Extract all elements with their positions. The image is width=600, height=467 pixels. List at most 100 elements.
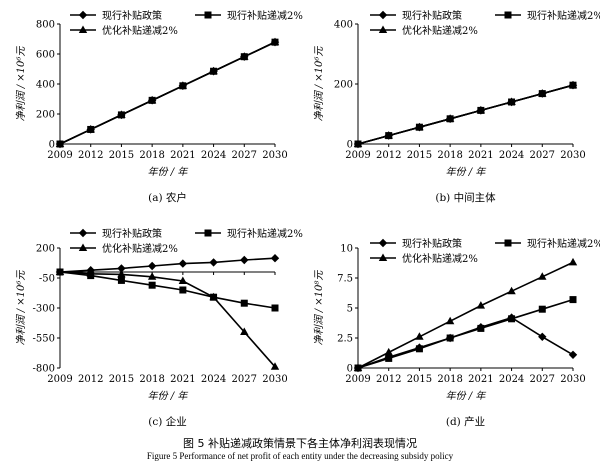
- data-point-triangle: [209, 292, 218, 301]
- data-point-triangle: [209, 66, 218, 75]
- data-point-triangle: [384, 131, 393, 139]
- series-line: [357, 261, 574, 369]
- x-tick-label: 2027: [232, 150, 257, 161]
- legend-marker-diamond: [378, 10, 388, 20]
- data-point-triangle: [55, 139, 65, 147]
- data-point-triangle: [117, 269, 126, 278]
- legend-item: 现行补贴递减2%: [195, 9, 303, 22]
- legend-marker-square: [204, 229, 212, 237]
- y-tick-label: 10: [340, 244, 353, 255]
- x-tick-label: 2015: [109, 374, 134, 385]
- legend: 现行补贴政策 现行补贴递减2% 优化补贴递减2%: [370, 9, 600, 37]
- data-point-diamond: [240, 255, 249, 265]
- chart-panel-1: 0 200 400 600 800 2009 2012 2015 2018 2021 2024 202…: [15, 9, 303, 204]
- x-tick-label: 2009: [47, 150, 72, 161]
- y-axis-title: 净利润 / ×10⁶元: [15, 270, 27, 346]
- series-line: [357, 298, 574, 369]
- data-point-triangle: [270, 37, 280, 46]
- data-point-triangle: [147, 272, 157, 280]
- data-point-square: [446, 334, 454, 342]
- legend-label: 现行补贴递减2%: [527, 9, 600, 22]
- y-tick-label: 200: [36, 110, 55, 121]
- panel-label: (b) 中间主体: [435, 191, 496, 204]
- legend-item: 现行补贴政策: [70, 227, 162, 240]
- x-tick-label: 2015: [407, 374, 432, 385]
- y-axis-title: 净利润 / ×10⁶元: [15, 46, 27, 122]
- x-tick-label: 2009: [47, 374, 72, 385]
- y-tick-label: 400: [334, 20, 353, 31]
- legend: 现行补贴政策 现行补贴递减2% 优化补贴递减2%: [70, 227, 303, 255]
- data-point-triangle: [353, 139, 363, 147]
- y-tick-label: 7.5: [337, 274, 353, 285]
- data-point-square: [477, 324, 485, 332]
- x-tick-label: 2030: [262, 150, 287, 161]
- data-point-triangle: [415, 332, 424, 340]
- legend-marker-triangle: [78, 25, 88, 33]
- y-tick-label: -800: [33, 364, 55, 375]
- data-point-triangle: [147, 95, 157, 104]
- legend-label: 优化补贴递减2%: [102, 24, 178, 37]
- legend-label: 现行补贴政策: [402, 237, 462, 250]
- series-square: [354, 296, 577, 372]
- data-point-square: [148, 281, 156, 289]
- data-point-square: [271, 304, 279, 312]
- legend-item: 优化补贴递减2%: [370, 252, 478, 265]
- y-tick-label: 0: [347, 140, 353, 151]
- series-triangle: [55, 37, 280, 147]
- data-point-square: [508, 315, 516, 323]
- panel-label: (a) 农户: [148, 191, 187, 204]
- panel-label: (d) 产业: [446, 415, 485, 428]
- legend-label: 优化补贴递减2%: [402, 24, 478, 37]
- data-point-square: [385, 354, 393, 362]
- series-diamond: [353, 313, 578, 373]
- data-point-triangle: [568, 257, 578, 266]
- x-tick-label: 2024: [201, 150, 226, 161]
- data-point-triangle: [384, 347, 393, 356]
- series-line: [59, 257, 276, 273]
- data-point-triangle: [415, 122, 424, 131]
- legend-item: 现行补贴递减2%: [195, 227, 303, 240]
- y-tick-label: 600: [36, 50, 55, 61]
- legend-item: 现行补贴递减2%: [495, 9, 600, 22]
- x-axis-title: 年份 / 年: [148, 390, 189, 402]
- x-tick-label: 2030: [560, 150, 585, 161]
- data-point-triangle: [117, 110, 126, 118]
- data-point-diamond: [117, 264, 126, 273]
- series-triangle: [55, 267, 280, 370]
- x-tick-label: 2012: [376, 150, 401, 161]
- data-point-triangle: [353, 363, 363, 371]
- x-axis-title: 年份 / 年: [148, 166, 189, 178]
- x-tick-label: 2021: [468, 374, 493, 385]
- x-tick-label: 2027: [232, 374, 257, 385]
- data-point-triangle: [445, 114, 455, 122]
- x-axis-title: 年份 / 年: [446, 166, 487, 178]
- y-tick-label: 200: [36, 244, 55, 255]
- data-point-triangle: [86, 124, 95, 133]
- data-point-triangle: [240, 52, 249, 60]
- legend-marker-diamond: [78, 228, 88, 238]
- legend-label: 优化补贴递减2%: [102, 242, 178, 255]
- legend-label: 优化补贴递减2%: [402, 252, 478, 265]
- data-point-triangle: [538, 272, 547, 280]
- data-point-square: [569, 296, 577, 304]
- legend-marker-triangle: [78, 243, 88, 251]
- x-axis-title: 年份 / 年: [446, 390, 487, 402]
- y-tick-label: 400: [36, 80, 55, 91]
- data-point-triangle: [178, 276, 188, 284]
- y-tick-label: -300: [33, 304, 55, 315]
- data-point-diamond: [538, 332, 547, 341]
- legend-item: 现行补贴政策: [70, 9, 162, 22]
- legend-item: 现行补贴递减2%: [495, 237, 600, 250]
- data-point-diamond: [147, 261, 157, 271]
- data-point-diamond: [270, 254, 280, 263]
- chart-panel-3: -800 -550 -300 -50 200 2009 2012 2015 2018 2021 20…: [15, 227, 303, 428]
- y-axis-title: 净利润 / ×10⁶元: [313, 46, 325, 122]
- x-tick-label: 2021: [170, 374, 195, 385]
- data-point-triangle: [568, 80, 578, 89]
- legend-label: 现行补贴递减2%: [227, 227, 303, 240]
- data-point-triangle: [270, 362, 280, 370]
- y-axis-title: 净利润 / ×10⁸元: [313, 270, 325, 346]
- x-tick-label: 2027: [530, 150, 555, 161]
- y-tick-label: 2.5: [337, 334, 353, 345]
- legend-label: 现行补贴政策: [102, 227, 162, 240]
